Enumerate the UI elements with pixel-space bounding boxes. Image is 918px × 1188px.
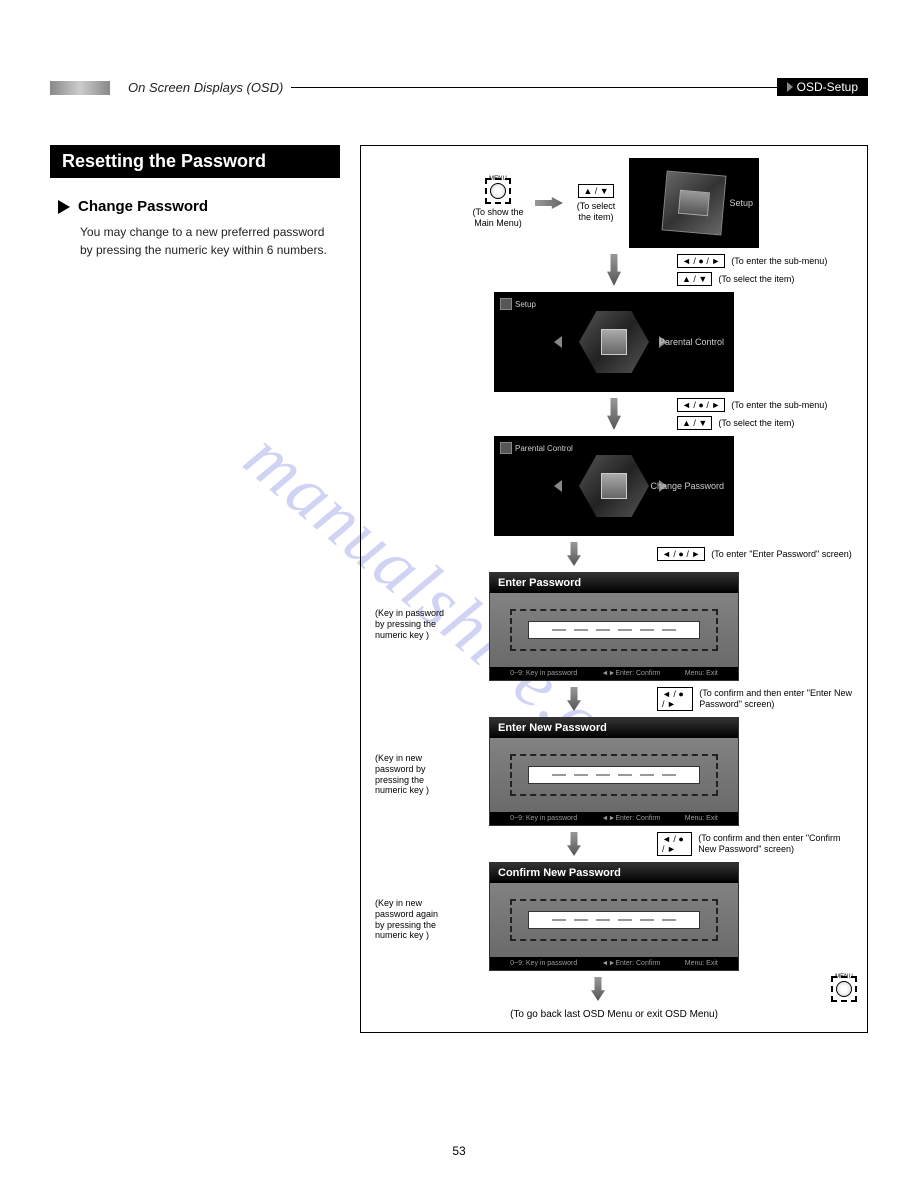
updown-button[interactable]: ▲ / ▼: [578, 184, 613, 198]
confirm-note: (To confirm and then enter "Confirm New …: [698, 833, 857, 855]
enter-submenu-note: (To enter the sub-menu): [731, 256, 827, 267]
select-item-note: (To select the item): [718, 274, 794, 285]
enter-password-note: (To enter "Enter Password" screen): [711, 549, 851, 560]
arrow-down-icon: [607, 254, 621, 286]
footer-hint: ◄►Enter: Confirm: [602, 670, 661, 677]
footer-hint: 0~9: Key in password: [510, 815, 577, 822]
parental-control-screen: Setup Parental Control: [494, 292, 734, 392]
tab-label: Parental Control: [515, 444, 573, 453]
setup-screen-mockup: Setup: [629, 158, 759, 248]
setup-screen-label: Setup: [729, 198, 753, 208]
confirm-note: (To confirm and then enter "Enter New Pa…: [699, 688, 857, 710]
updown-button[interactable]: ▲ / ▼: [677, 416, 712, 430]
password-input-outline: [510, 899, 718, 941]
new-password-input[interactable]: [528, 766, 700, 784]
hex-icon: [579, 455, 649, 517]
setup-cube-icon: [661, 170, 726, 235]
lock-icon: [601, 329, 627, 355]
dialog-title: Enter Password: [490, 573, 738, 593]
dialog-footer: 0~9: Key in password ◄►Enter: Confirm Me…: [490, 957, 738, 970]
arrow-down-icon: [567, 832, 581, 856]
tab-label: Setup: [515, 300, 536, 309]
page-header: On Screen Displays (OSD): [50, 80, 868, 95]
arrow-down-icon: [607, 398, 621, 430]
confirm-password-input[interactable]: [528, 911, 700, 929]
menu-button-icon: MENU: [490, 183, 506, 199]
text-column: Resetting the Password Change Password Y…: [50, 145, 340, 1033]
enter-submenu-note: (To enter the sub-menu): [731, 400, 827, 411]
password-input[interactable]: [528, 621, 700, 639]
updown-button[interactable]: ▲ / ▼: [677, 272, 712, 286]
menu-button-icon: MENU: [836, 981, 852, 997]
parental-control-label: Parental Control: [659, 337, 724, 347]
leftright-button[interactable]: ◄ / ● / ►: [657, 547, 705, 561]
final-note: (To go back last OSD Menu or exit OSD Me…: [371, 1009, 857, 1020]
hex-icon: [579, 311, 649, 373]
section-title: Resetting the Password: [50, 145, 340, 178]
badge-text: OSD-Setup: [797, 80, 858, 94]
flowchart-panel: MENU (To show the Main Menu) ▲ / ▼ (To s…: [360, 145, 868, 1033]
keyin-note: (Key in password by pressing the numeric…: [375, 608, 447, 640]
leftright-button[interactable]: ◄ / ● / ►: [657, 832, 692, 856]
tab-icon: [500, 298, 512, 310]
footer-hint: ◄►Enter: Confirm: [602, 815, 661, 822]
arrow-down-icon: [591, 977, 605, 1001]
footer-hint: Menu: Exit: [685, 670, 718, 677]
footer-hint: ◄►Enter: Confirm: [602, 960, 661, 967]
menu-note: (To show the Main Menu): [469, 207, 527, 229]
password-input-outline: [510, 609, 718, 651]
chevron-right-icon: [58, 200, 70, 214]
dialog-title: Enter New Password: [490, 718, 738, 738]
confirm-new-password-dialog: Confirm New Password 0~9: Key in passwor…: [489, 862, 739, 971]
tab-icon: [500, 442, 512, 454]
select-note: (To select the item): [571, 201, 621, 223]
triangle-left-icon: [554, 480, 562, 492]
enter-password-dialog: Enter Password 0~9: Key in password ◄►En…: [489, 572, 739, 681]
password-input-outline: [510, 754, 718, 796]
enter-new-password-dialog: Enter New Password 0~9: Key in password …: [489, 717, 739, 826]
menu-button[interactable]: MENU: [485, 178, 511, 204]
change-password-screen: Parental Control Change Password: [494, 436, 734, 536]
change-password-label: Change Password: [650, 481, 724, 491]
arrow-down-icon: [567, 542, 581, 566]
footer-hint: Menu: Exit: [685, 815, 718, 822]
arrow-right-icon: [535, 197, 563, 209]
subsection-title: Change Password: [78, 198, 208, 215]
keyin-new-note: (Key in new password by pressing the num…: [375, 753, 447, 796]
page-number: 53: [452, 1144, 465, 1158]
select-item-note: (To select the item): [718, 418, 794, 429]
menu-button-label: MENU: [835, 974, 853, 980]
dialog-title: Confirm New Password: [490, 863, 738, 883]
header-bar-decoration: [50, 81, 110, 95]
footer-hint: 0~9: Key in password: [510, 960, 577, 967]
arrow-down-icon: [567, 687, 581, 711]
key-icon: [601, 473, 627, 499]
leftright-button[interactable]: ◄ / ● / ►: [677, 398, 725, 412]
dialog-footer: 0~9: Key in password ◄►Enter: Confirm Me…: [490, 812, 738, 825]
badge-arrow-icon: [787, 82, 793, 92]
triangle-left-icon: [554, 336, 562, 348]
dialog-footer: 0~9: Key in password ◄►Enter: Confirm Me…: [490, 667, 738, 680]
leftright-button[interactable]: ◄ / ● / ►: [657, 687, 693, 711]
keyin-confirm-note: (Key in new password again by pressing t…: [375, 898, 447, 941]
section-badge: OSD-Setup: [777, 78, 868, 96]
menu-button-label: MENU: [489, 176, 507, 182]
leftright-button[interactable]: ◄ / ● / ►: [677, 254, 725, 268]
menu-button[interactable]: MENU: [831, 976, 857, 1002]
body-paragraph: You may change to a new preferred passwo…: [80, 223, 340, 259]
footer-hint: 0~9: Key in password: [510, 670, 577, 677]
breadcrumb: On Screen Displays (OSD): [128, 80, 283, 95]
footer-hint: Menu: Exit: [685, 960, 718, 967]
